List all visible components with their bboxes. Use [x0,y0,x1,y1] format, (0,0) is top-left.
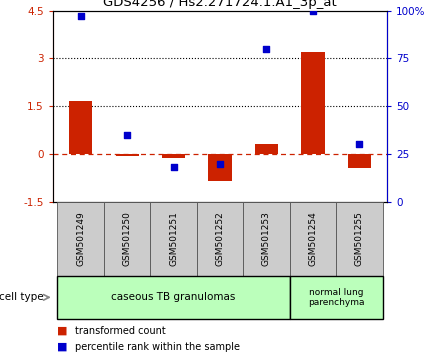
Text: GSM501253: GSM501253 [262,211,271,267]
Bar [301,52,325,154]
Text: GSM501250: GSM501250 [123,211,132,267]
Bar [162,154,185,158]
Text: GSM501252: GSM501252 [216,212,224,266]
Text: ■: ■ [57,342,68,352]
Bar [116,154,139,156]
Bar [348,154,371,169]
Text: GSM501254: GSM501254 [308,212,317,266]
Text: transformed count: transformed count [75,326,165,336]
Bar [209,154,231,181]
Bar [150,202,197,276]
Point [124,132,131,138]
Bar [69,102,92,154]
Bar [290,276,382,319]
Text: ■: ■ [57,326,68,336]
Text: GSM501249: GSM501249 [76,212,85,266]
Bar [197,202,243,276]
Bar [58,276,290,319]
Point [77,13,84,19]
Bar [243,202,290,276]
Text: caseous TB granulomas: caseous TB granulomas [111,292,236,302]
Bar [336,202,382,276]
Bar [290,202,336,276]
Point [170,165,177,170]
Text: GSM501251: GSM501251 [169,211,178,267]
Bar [58,202,104,276]
Title: GDS4256 / Hs2.271724.1.A1_3p_at: GDS4256 / Hs2.271724.1.A1_3p_at [103,0,337,10]
Text: cell type: cell type [0,292,44,302]
Text: normal lung
parenchyma: normal lung parenchyma [308,288,364,307]
Bar [255,144,278,154]
Point [216,161,224,166]
Point [309,8,316,13]
Bar [104,202,150,276]
Point [356,142,363,147]
Point [263,46,270,52]
Text: GSM501255: GSM501255 [355,211,364,267]
Text: percentile rank within the sample: percentile rank within the sample [75,342,240,352]
